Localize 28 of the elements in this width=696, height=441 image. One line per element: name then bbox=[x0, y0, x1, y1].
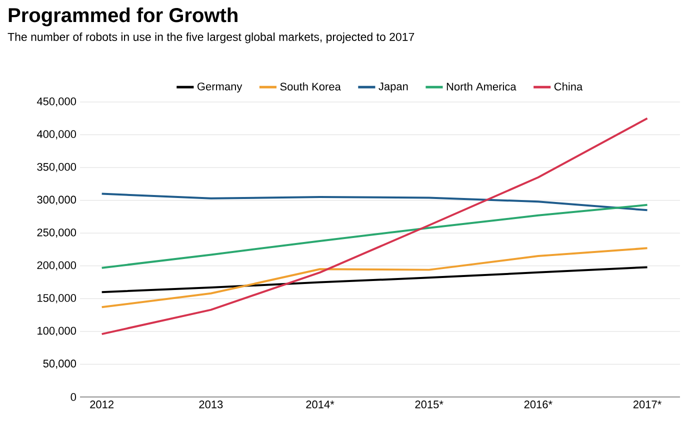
y-tick-label: 200,000 bbox=[37, 261, 76, 270]
y-tick-label: 100,000 bbox=[38, 326, 76, 336]
x-tick-label: 2014* bbox=[306, 400, 334, 408]
chart-subtitle: The number of robots in use in the five largest global markets, projected to 2017 bbox=[8, 32, 414, 44]
x-tick-label: 2013 bbox=[199, 400, 223, 408]
legend-label: China bbox=[554, 82, 583, 90]
y-tick-label: 350,000 bbox=[37, 163, 76, 172]
legend-label: South Korea bbox=[280, 82, 341, 90]
legend-label: Germany bbox=[197, 82, 242, 93]
line-series bbox=[100, 204, 648, 269]
y-tick-label: 250,000 bbox=[37, 228, 76, 238]
x-tick-label: 2017* bbox=[633, 400, 662, 408]
chart-title: Programmed for Growth bbox=[8, 8, 238, 26]
line-series bbox=[100, 117, 648, 336]
legend-label: North America bbox=[446, 82, 516, 90]
y-tick-label: 0 bbox=[70, 393, 76, 401]
x-tick-label: 2016* bbox=[524, 400, 552, 408]
legend-label: Japan bbox=[378, 82, 408, 92]
y-tick-label: 50,000 bbox=[43, 360, 76, 369]
line-series bbox=[100, 247, 648, 308]
line-series bbox=[100, 192, 648, 212]
y-tick-label: 400,000 bbox=[36, 130, 76, 140]
x-tick-label: 2012 bbox=[90, 400, 114, 408]
x-tick-label: 2015* bbox=[415, 400, 444, 408]
line-series bbox=[100, 266, 648, 294]
y-tick-label: 300,000 bbox=[37, 196, 76, 205]
y-tick-label: 150,000 bbox=[38, 294, 76, 304]
y-tick-label: 450,000 bbox=[36, 97, 76, 107]
